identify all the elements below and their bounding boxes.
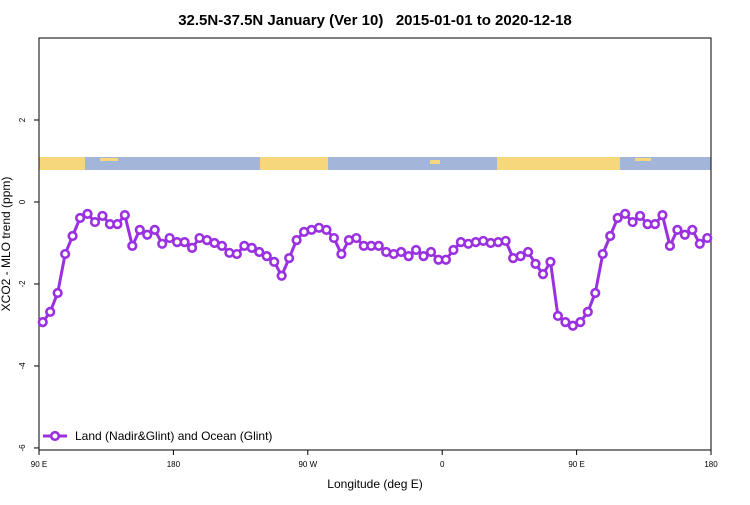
point [142, 229, 153, 240]
point [597, 248, 608, 260]
point [537, 269, 549, 280]
point [52, 287, 63, 299]
point [552, 310, 564, 322]
point [702, 232, 713, 244]
point [567, 320, 578, 331]
point [605, 230, 616, 242]
land [430, 160, 440, 164]
x-tick-label: 180 [167, 460, 181, 469]
point [119, 209, 130, 221]
point [664, 240, 676, 251]
land [100, 158, 118, 161]
y-tick-label: 2 [18, 117, 27, 122]
point [396, 246, 407, 258]
x-tick-label: 0 [440, 460, 445, 469]
point [373, 240, 384, 251]
land [497, 157, 620, 170]
x-axis-label: Longitude (deg E) [327, 477, 422, 491]
point [672, 224, 683, 235]
point [276, 270, 287, 281]
point [37, 316, 48, 328]
point [216, 240, 228, 251]
point [560, 316, 571, 328]
point [246, 242, 257, 253]
x-tick-label: 90 W [298, 460, 317, 469]
point [418, 250, 429, 262]
point [403, 250, 414, 262]
point [575, 316, 586, 328]
point [89, 216, 101, 228]
land [635, 158, 651, 161]
y-tick-label: -6 [18, 444, 27, 452]
point [620, 208, 631, 219]
point [522, 246, 534, 258]
y-tick-label: -2 [18, 280, 27, 288]
x-tick-label: 180 [704, 460, 718, 469]
x-tick-label: 90 E [568, 460, 584, 469]
point [231, 248, 242, 260]
point [97, 210, 108, 222]
point [284, 253, 295, 264]
point [634, 210, 646, 222]
point [500, 235, 511, 247]
chart-title: 32.5N-37.5N January (Ver 10) 2015-01-01 … [178, 12, 572, 29]
point [82, 208, 93, 219]
x-tick-label: 90 E [31, 460, 47, 469]
point [336, 248, 347, 260]
point [134, 224, 145, 235]
point [112, 219, 123, 230]
point [687, 224, 698, 235]
point [291, 235, 302, 246]
y-tick-label: -4 [18, 362, 27, 370]
point [694, 238, 705, 249]
y-tick-label: 0 [18, 199, 27, 204]
point [186, 242, 198, 253]
point [60, 248, 71, 260]
point [328, 232, 340, 244]
point [582, 306, 593, 317]
point [425, 246, 437, 258]
point [179, 237, 190, 248]
land [260, 157, 328, 170]
point [545, 256, 556, 267]
point [530, 258, 541, 269]
point [269, 256, 280, 267]
point [612, 212, 623, 224]
point [67, 230, 78, 242]
point [515, 250, 526, 262]
legend-marker [49, 430, 61, 442]
point [410, 244, 422, 256]
point [657, 209, 668, 221]
point [149, 224, 160, 235]
point [321, 224, 332, 235]
land [39, 157, 85, 170]
point [448, 244, 459, 256]
point [254, 246, 265, 258]
legend-label: Land (Nadir&Glint) and Ocean (Glint) [75, 429, 272, 443]
point [45, 306, 56, 317]
point [157, 238, 168, 249]
point [74, 212, 86, 224]
plot-frame [38, 37, 712, 451]
point [590, 287, 601, 299]
point [261, 250, 272, 262]
map-strip [39, 157, 711, 170]
y-axis-label: XCO2 - MLO trend (ppm) [0, 177, 13, 312]
point [627, 216, 638, 228]
point [351, 232, 362, 244]
point [679, 229, 690, 240]
point [440, 254, 452, 265]
point [164, 232, 175, 244]
point [649, 219, 661, 230]
point [127, 240, 138, 251]
